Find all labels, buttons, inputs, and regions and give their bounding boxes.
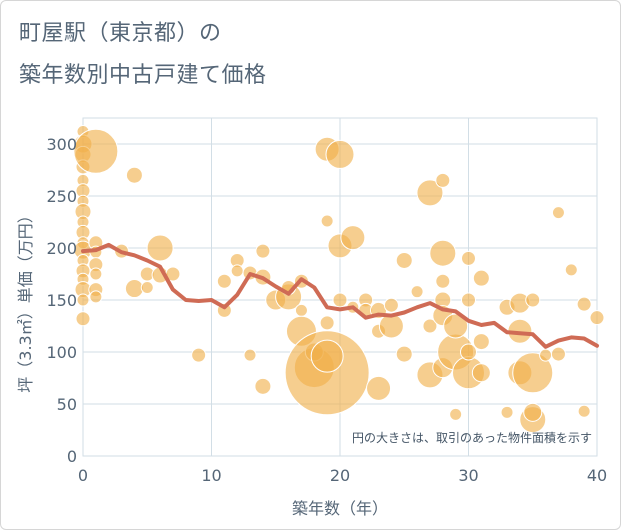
bubble-point [125,166,143,184]
y-tick-label: 250 [46,187,77,206]
y-tick-label: 300 [46,135,77,154]
bubble-point [577,404,591,418]
bubble-point [124,279,144,299]
bubble-point [320,214,334,228]
bubble-point [435,172,451,188]
bubble-point [525,292,541,308]
bubble-point [254,377,272,395]
bubble-point [410,285,424,299]
x-tick-label: 30 [458,466,478,485]
bubble-point [500,405,514,419]
bubble-point [89,290,103,304]
y-tick-label: 100 [46,343,77,362]
bubble-point [76,293,90,307]
bubble-point [294,303,308,317]
y-tick-label: 200 [46,239,77,258]
bubble-point [325,139,355,169]
bubble-point [140,281,154,295]
bubble-point [472,269,490,287]
bubble-point [332,292,348,308]
bubble-point [589,310,605,326]
bubble-point [449,407,463,421]
bubble-point [310,339,344,373]
bubble-point [512,352,554,394]
x-tick-label: 0 [78,466,88,485]
chart-title-line-1: 町屋駅（東京都）の [19,21,222,46]
trend-series [81,242,599,349]
y-tick-label: 0 [67,447,77,466]
bubble-series [73,125,605,434]
bubble-point [539,348,553,362]
bubble-point [89,267,103,281]
bubble-point [146,234,174,262]
bubble-point [191,347,207,363]
bubble-point [472,333,490,351]
bubble-point [395,345,413,363]
chart-title-line-2: 築年数別中古戸建て価格 [19,63,267,88]
x-tick-label: 20 [330,466,350,485]
bubble-point [550,346,566,362]
x-tick-label: 40 [587,466,607,485]
y-tick-label: 50 [57,395,77,414]
bubble-point [551,206,565,220]
bubble-point [366,375,392,401]
bubble-point [75,311,91,327]
bubble-point [319,315,335,331]
bubble-point [73,128,119,174]
x-tick-label: 10 [201,466,221,485]
bubble-point [243,348,257,362]
y-axis-label: 坪（3.3㎡）単価（万円） [16,207,35,392]
bubble-point [460,343,477,361]
bubble-point [564,263,578,277]
bubble-point [443,313,469,339]
bubble-point [284,330,370,416]
x-axis-label: 築年数（年） [292,499,388,518]
y-tick-label: 150 [46,291,77,310]
bubble-point [461,250,476,266]
bubble-point [461,292,476,308]
bubble-point [216,273,232,289]
bubble-point [429,239,457,267]
bubble-point [340,225,366,251]
bubble-point [576,296,592,312]
bubble-point [422,318,438,334]
axis-ticks: 0 10 20 30 40 0 50 100 150 200 250 300 [46,135,607,485]
bubble-point [255,243,271,259]
bubble-size-note: 円の大きさは、取引のあった物件面積を示す [352,430,592,445]
bubble-point [395,251,413,269]
bubble-point [383,297,399,313]
bubble-point [471,363,491,383]
bubble-point [435,273,451,289]
bubble-point [523,402,543,422]
bubble-point [230,264,244,278]
trend-line [81,242,599,349]
bubble-point [416,179,444,207]
